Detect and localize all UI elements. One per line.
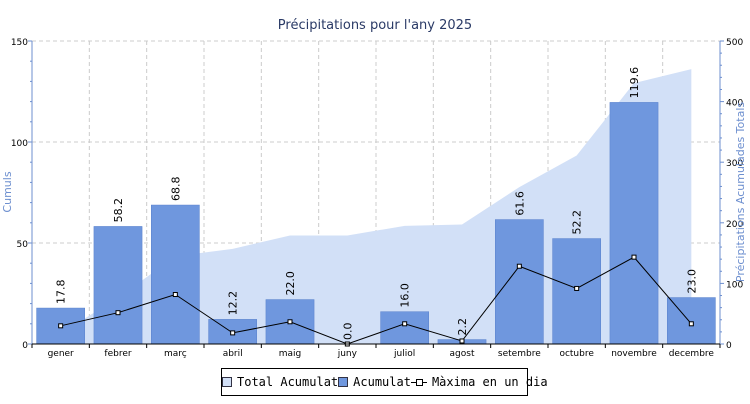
y-axis-label-left: Cumuls bbox=[1, 171, 14, 212]
bar bbox=[609, 102, 659, 345]
line-point bbox=[631, 254, 637, 260]
y-tick-label-left: 0 bbox=[22, 341, 28, 351]
y-tick-label-right: 0 bbox=[726, 341, 732, 351]
legend-item-total: Total Acumulat bbox=[222, 375, 338, 389]
y-tick-label-right: 400 bbox=[726, 99, 743, 109]
data-label: 12.2 bbox=[227, 291, 240, 316]
line-point bbox=[172, 292, 178, 298]
data-label: 52.2 bbox=[571, 210, 584, 235]
data-label: 68.8 bbox=[169, 177, 182, 202]
x-tick-label: gener bbox=[48, 349, 74, 359]
line-series bbox=[58, 254, 694, 347]
x-tick-label: novembre bbox=[611, 349, 657, 359]
data-label: 16.0 bbox=[399, 283, 412, 308]
data-label: 23.0 bbox=[685, 269, 698, 294]
legend-label-total: Total Acumulat bbox=[237, 375, 339, 389]
bar bbox=[93, 226, 143, 345]
line-point bbox=[115, 310, 121, 316]
x-tick-label: maig bbox=[279, 349, 302, 359]
x-tick-label: juliol bbox=[393, 349, 415, 359]
legend-item-line: Màxima en un dia bbox=[410, 375, 548, 389]
axes: 0 50 100 150 0 100 200 300 400 500 gener febrer març… bbox=[11, 38, 744, 359]
data-label: 61.6 bbox=[513, 191, 526, 216]
y-tick-label-left: 50 bbox=[17, 240, 29, 250]
y-tick-label-left: 150 bbox=[11, 38, 28, 48]
line-point bbox=[574, 285, 580, 291]
x-tick-label: octubre bbox=[559, 349, 594, 359]
data-label: 58.2 bbox=[112, 198, 125, 223]
legend-item-bar: Acumulat bbox=[338, 375, 411, 389]
data-label: 22.0 bbox=[284, 271, 297, 296]
legend-swatch-bar bbox=[338, 377, 349, 387]
y-tick-label-right: 500 bbox=[726, 38, 743, 48]
line-point bbox=[58, 323, 64, 329]
x-tick-label: abril bbox=[223, 349, 243, 359]
x-tick-label: febrer bbox=[104, 349, 131, 359]
y-axis-label-right: Précipitations Acumulades Totals bbox=[734, 102, 747, 282]
legend: Total Acumulat Acumulat Màxima en un dia bbox=[221, 368, 548, 396]
y-tick-label-right: 200 bbox=[726, 220, 743, 230]
data-label: 119.6 bbox=[628, 67, 641, 99]
legend-label-bar: Acumulat bbox=[353, 375, 411, 389]
line-point bbox=[516, 263, 522, 269]
line-point bbox=[402, 321, 408, 327]
y-tick-label-left: 100 bbox=[11, 139, 28, 149]
data-label: 17.8 bbox=[55, 280, 68, 305]
bar bbox=[151, 204, 200, 345]
y-tick-label-right: 100 bbox=[726, 280, 743, 290]
x-tick-label: juny bbox=[337, 349, 358, 359]
x-tick-label: setembre bbox=[498, 349, 541, 359]
bar bbox=[552, 238, 601, 345]
data-label: 2.2 bbox=[456, 318, 469, 336]
line-point bbox=[230, 330, 236, 336]
bar bbox=[495, 219, 544, 345]
x-tick-label: març bbox=[164, 349, 187, 359]
line-point bbox=[287, 319, 293, 325]
bar bbox=[380, 311, 429, 345]
chart-title: Précipitations pour l'any 2025 bbox=[278, 18, 472, 33]
data-labels: 17.8 58.2 68.8 12.2 22.0 0.0 16.0 2.2 61.6 52.2 11… bbox=[55, 67, 699, 340]
data-label: 0.0 bbox=[341, 323, 354, 341]
legend-swatch-line bbox=[410, 377, 427, 387]
legend-label-line: Màxima en un dia bbox=[431, 375, 548, 389]
line-point bbox=[459, 338, 465, 344]
x-tick-label: agost bbox=[450, 349, 475, 359]
line-point bbox=[688, 321, 694, 327]
y-tick-label-right: 300 bbox=[726, 159, 743, 169]
line-max-daily bbox=[60, 256, 692, 345]
legend-swatch-area bbox=[222, 377, 232, 387]
x-tick-label: decembre bbox=[669, 349, 715, 359]
